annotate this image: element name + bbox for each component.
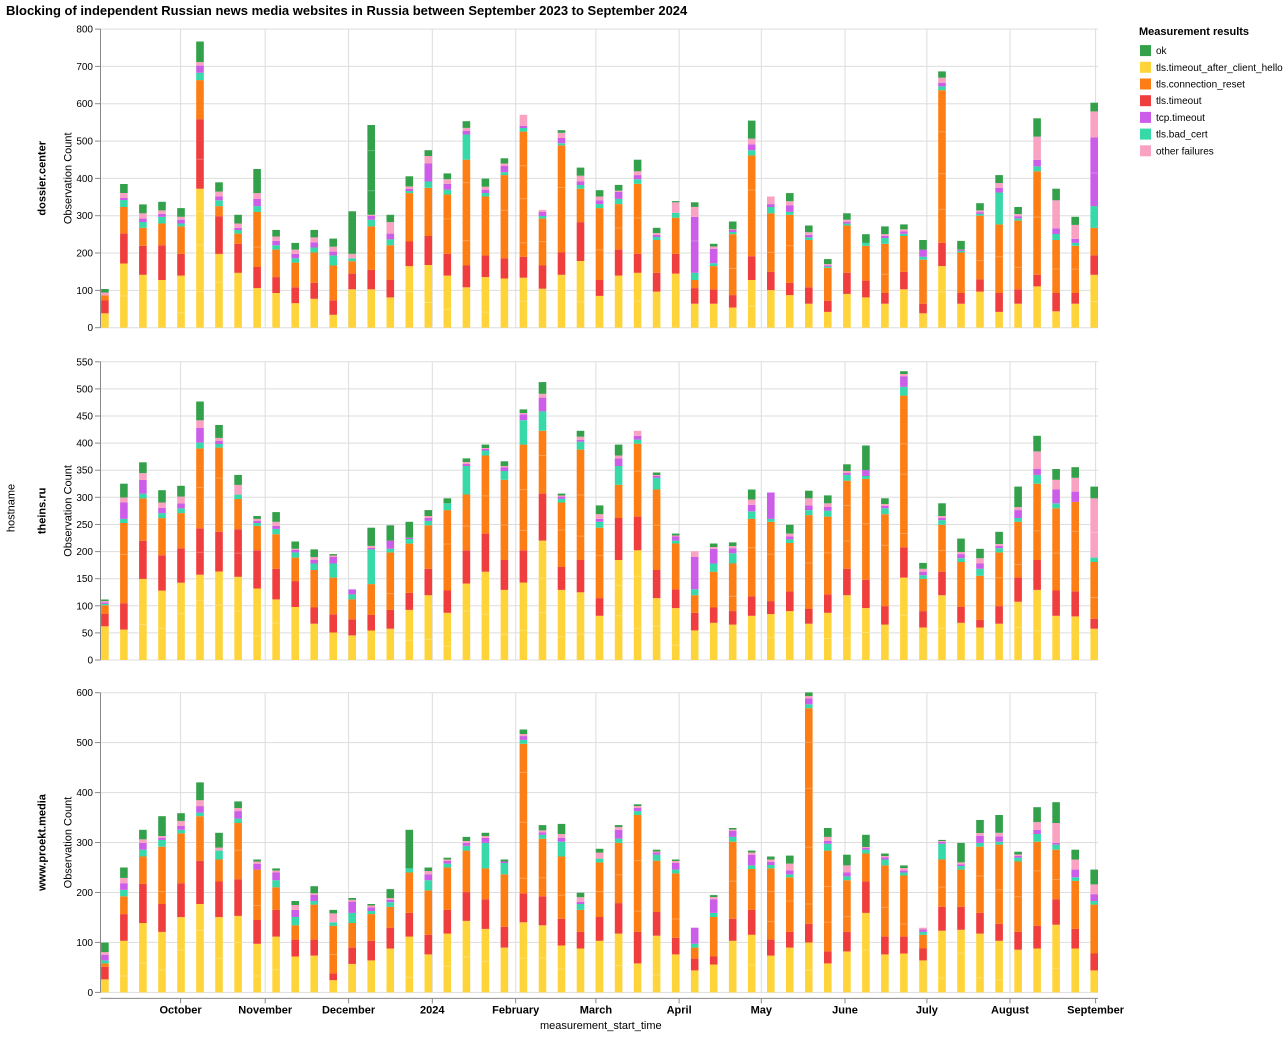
svg-text:500: 500 — [76, 738, 93, 749]
svg-text:November: November — [238, 1005, 293, 1017]
svg-text:200: 200 — [76, 888, 93, 899]
svg-text:tcp.timeout: tcp.timeout — [1156, 113, 1205, 124]
svg-text:2024: 2024 — [420, 1005, 445, 1017]
svg-text:600: 600 — [76, 688, 93, 699]
svg-text:0: 0 — [87, 656, 93, 667]
svg-text:550: 550 — [76, 357, 93, 368]
svg-text:150: 150 — [76, 574, 93, 585]
svg-text:500: 500 — [76, 384, 93, 395]
svg-text:October: October — [160, 1005, 203, 1017]
svg-text:ok: ok — [1156, 46, 1168, 57]
svg-text:March: March — [580, 1005, 613, 1017]
svg-text:0: 0 — [87, 988, 93, 999]
svg-text:200: 200 — [76, 547, 93, 558]
svg-text:theins.ru: theins.ru — [36, 488, 48, 534]
svg-text:September: September — [1067, 1005, 1125, 1017]
svg-text:0: 0 — [87, 323, 93, 334]
svg-text:other failures: other failures — [1156, 146, 1214, 157]
svg-text:600: 600 — [76, 99, 93, 110]
svg-text:200: 200 — [76, 249, 93, 260]
svg-text:300: 300 — [76, 493, 93, 504]
svg-text:500: 500 — [76, 137, 93, 148]
svg-text:100: 100 — [76, 286, 93, 297]
svg-text:400: 400 — [76, 174, 93, 185]
svg-text:tls.bad_cert: tls.bad_cert — [1156, 130, 1208, 141]
svg-text:June: June — [832, 1005, 858, 1017]
svg-text:tls.timeout: tls.timeout — [1156, 96, 1202, 107]
svg-text:April: April — [667, 1005, 692, 1017]
svg-text:350: 350 — [76, 466, 93, 477]
svg-text:May: May — [751, 1005, 773, 1017]
svg-text:Measurement results: Measurement results — [1139, 26, 1249, 38]
svg-text:450: 450 — [76, 412, 93, 423]
svg-text:Observation Count: Observation Count — [62, 465, 74, 557]
svg-text:measurement_start_time: measurement_start_time — [540, 1020, 662, 1032]
svg-text:December: December — [322, 1005, 376, 1017]
svg-text:tls.timeout_after_client_hello: tls.timeout_after_client_hello — [1156, 63, 1283, 74]
svg-text:dossier.center: dossier.center — [36, 140, 48, 215]
svg-text:100: 100 — [76, 938, 93, 949]
svg-text:50: 50 — [82, 628, 94, 639]
svg-text:July: July — [916, 1005, 939, 1017]
svg-text:300: 300 — [76, 211, 93, 222]
svg-text:Observation Count: Observation Count — [62, 132, 74, 224]
svg-text:700: 700 — [76, 62, 93, 73]
svg-text:tls.connection_reset: tls.connection_reset — [1156, 80, 1245, 91]
svg-text:August: August — [991, 1005, 1029, 1017]
svg-text:February: February — [492, 1005, 540, 1017]
svg-text:400: 400 — [76, 439, 93, 450]
svg-text:Observation Count: Observation Count — [62, 797, 74, 889]
svg-text:800: 800 — [76, 25, 93, 36]
svg-text:www.proekt.media: www.proekt.media — [36, 793, 48, 892]
svg-text:100: 100 — [76, 601, 93, 612]
svg-text:400: 400 — [76, 788, 93, 799]
svg-text:250: 250 — [76, 520, 93, 531]
svg-text:Blocking of independent Russia: Blocking of independent Russian news med… — [6, 3, 688, 18]
svg-text:hostname: hostname — [6, 484, 18, 532]
svg-text:300: 300 — [76, 838, 93, 849]
